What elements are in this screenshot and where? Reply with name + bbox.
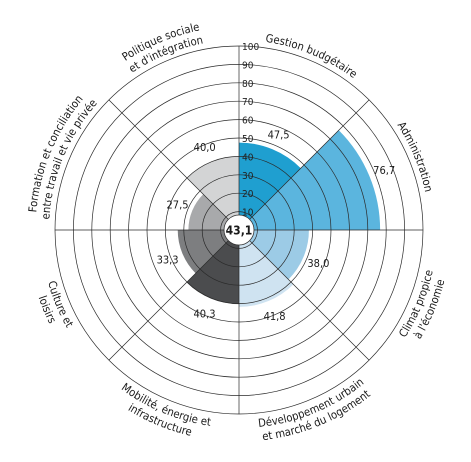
divider-5 [108, 229, 240, 361]
value-label-3: 41,8 [264, 310, 286, 323]
tick-label-10: 10 [242, 208, 254, 219]
category-label-0-line-0: Gestion budgétaire [265, 32, 360, 81]
center: 43,1 [223, 214, 255, 246]
tick-label-60: 60 [242, 116, 254, 127]
sectors [177, 130, 381, 307]
tick-label-40: 40 [242, 152, 254, 163]
divider-7 [108, 99, 240, 231]
tick-label-80: 80 [242, 79, 254, 90]
tick-label-70: 70 [242, 97, 254, 108]
sector-2 [239, 230, 309, 280]
divider-1 [238, 99, 370, 231]
value-label-2: 38,0 [307, 257, 329, 270]
center-value: 43,1 [226, 224, 253, 238]
value-label-6: 27,5 [166, 199, 188, 212]
tick-label-100: 100 [242, 42, 259, 53]
sector-5 [177, 230, 239, 274]
sector-7 [186, 156, 239, 230]
sector-0 [239, 142, 301, 230]
value-label-7: 40,0 [194, 141, 216, 154]
tick-label-50: 50 [242, 134, 254, 145]
center-disc [223, 214, 255, 246]
sector-dividers [55, 46, 423, 414]
sector-6 [188, 194, 239, 230]
radial-axis-ticks: 10 20 30 40 50 60 70 80 90 100 [242, 42, 259, 219]
value-label-1: 76,7 [373, 164, 395, 177]
tick-label-30: 30 [242, 171, 254, 182]
sector-3 [239, 230, 294, 307]
sector-1 [239, 130, 381, 230]
value-label-0: 47,5 [268, 129, 290, 142]
value-label-4: 40,3 [193, 307, 215, 320]
divider-3 [238, 229, 370, 361]
category-label-1-line-0: Administration [395, 119, 435, 193]
value-label-5: 33,3 [157, 254, 179, 267]
value-labels: 47,5 76,7 38,0 41,8 40,3 33,3 27,5 40,0 [157, 129, 396, 323]
sector-4 [186, 230, 239, 305]
tick-label-20: 20 [242, 189, 254, 200]
tick-label-90: 90 [242, 60, 254, 71]
